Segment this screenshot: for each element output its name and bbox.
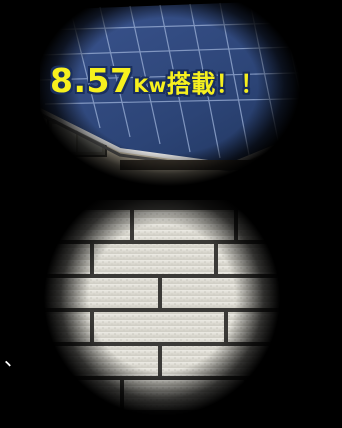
solar-capacity-caption: 8.57Kw搭載！！ [50, 64, 310, 97]
caption-unit: Kw [133, 75, 167, 97]
solar-roof-photo: 8.57Kw搭載！！ [0, 0, 342, 200]
solar-roof-illustration [0, 0, 342, 200]
caption-number: 8.57 [50, 61, 134, 100]
side-mark: 、 [4, 346, 24, 370]
brick-siding-photo [0, 200, 342, 428]
brick-siding-illustration [0, 200, 342, 428]
caption-text: 搭載！！ [166, 70, 265, 98]
